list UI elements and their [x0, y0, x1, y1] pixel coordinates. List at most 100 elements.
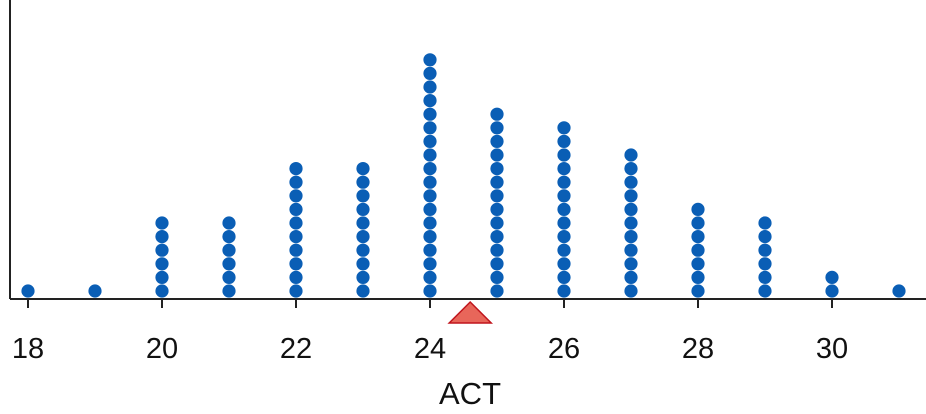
data-dot — [356, 189, 370, 203]
data-dot — [88, 284, 102, 298]
data-dot — [222, 284, 236, 298]
data-dot — [557, 257, 571, 271]
data-dot — [423, 216, 437, 230]
data-dot — [423, 134, 437, 148]
data-dot — [423, 66, 437, 80]
data-dot — [758, 230, 772, 244]
data-dot — [557, 189, 571, 203]
data-dot — [155, 216, 169, 230]
data-dot — [222, 230, 236, 244]
data-dot — [356, 257, 370, 271]
data-dot — [222, 257, 236, 271]
data-dot — [289, 202, 303, 216]
data-dot — [423, 175, 437, 189]
data-dot — [557, 162, 571, 176]
data-dot — [624, 230, 638, 244]
data-dot — [423, 121, 437, 135]
data-dot — [155, 270, 169, 284]
data-dot — [356, 270, 370, 284]
x-tick-label: 22 — [280, 333, 312, 365]
data-dot — [423, 284, 437, 298]
data-dot — [289, 162, 303, 176]
data-dot — [825, 284, 839, 298]
data-dot — [423, 94, 437, 108]
data-dot — [155, 230, 169, 244]
data-dot — [691, 202, 705, 216]
data-dot — [557, 134, 571, 148]
data-dot — [490, 134, 504, 148]
data-dot — [490, 230, 504, 244]
data-dot — [21, 284, 35, 298]
data-dot — [423, 148, 437, 162]
data-dot — [423, 270, 437, 284]
data-dot — [423, 162, 437, 176]
data-dot — [490, 121, 504, 135]
data-dot — [356, 284, 370, 298]
data-dot — [423, 189, 437, 203]
data-dot — [490, 162, 504, 176]
data-dot — [624, 162, 638, 176]
data-dot — [892, 284, 906, 298]
x-tick-label: 24 — [414, 333, 446, 365]
data-dot — [356, 175, 370, 189]
data-dot — [490, 107, 504, 121]
data-dot — [624, 216, 638, 230]
data-dot — [222, 216, 236, 230]
data-dot — [624, 175, 638, 189]
data-dot — [356, 202, 370, 216]
x-tick-label: 20 — [146, 333, 178, 365]
data-dot — [490, 284, 504, 298]
data-dot — [289, 243, 303, 257]
data-dot — [155, 284, 169, 298]
dot-series — [21, 53, 906, 298]
data-dot — [557, 216, 571, 230]
data-dot — [289, 175, 303, 189]
data-dot — [691, 257, 705, 271]
data-dot — [557, 270, 571, 284]
data-dot — [557, 230, 571, 244]
data-dot — [758, 284, 772, 298]
data-dot — [490, 148, 504, 162]
data-dot — [423, 80, 437, 94]
data-dot — [490, 202, 504, 216]
data-dot — [624, 243, 638, 257]
data-dot — [289, 216, 303, 230]
data-dot — [490, 243, 504, 257]
data-dot — [356, 162, 370, 176]
data-dot — [423, 257, 437, 271]
data-dot — [222, 243, 236, 257]
data-dot — [624, 270, 638, 284]
data-dot — [758, 243, 772, 257]
data-dot — [356, 216, 370, 230]
data-dot — [691, 284, 705, 298]
data-dot — [289, 270, 303, 284]
data-dot — [490, 270, 504, 284]
data-dot — [691, 243, 705, 257]
x-tick-label: 30 — [816, 333, 848, 365]
data-dot — [490, 189, 504, 203]
data-dot — [557, 284, 571, 298]
data-dot — [423, 53, 437, 67]
data-dot — [423, 243, 437, 257]
data-dot — [490, 257, 504, 271]
data-dot — [624, 257, 638, 271]
data-dot — [557, 148, 571, 162]
x-tick-label: 18 — [12, 333, 44, 365]
data-dot — [691, 216, 705, 230]
x-axis-ticks: 18 20 22 24 26 28 30 — [12, 299, 848, 365]
data-dot — [356, 230, 370, 244]
data-dot — [289, 284, 303, 298]
data-dot — [222, 270, 236, 284]
data-dot — [758, 257, 772, 271]
data-dot — [423, 202, 437, 216]
data-dot — [624, 202, 638, 216]
data-dot — [624, 284, 638, 298]
data-dot — [557, 175, 571, 189]
data-dot — [289, 189, 303, 203]
x-tick-label: 26 — [548, 333, 580, 365]
data-dot — [155, 257, 169, 271]
x-tick-label: 28 — [682, 333, 714, 365]
data-dot — [423, 107, 437, 121]
data-dot — [758, 270, 772, 284]
